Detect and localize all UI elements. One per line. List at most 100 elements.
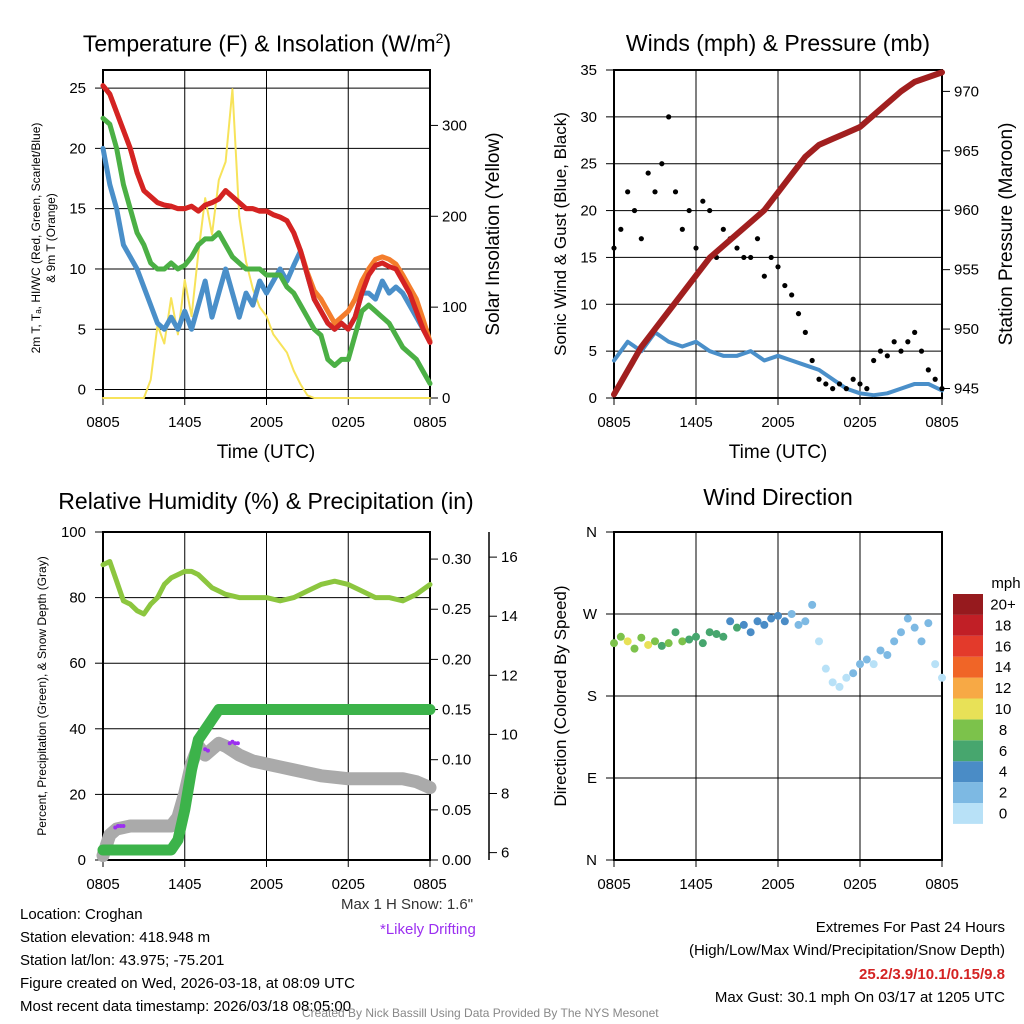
series-line-precipitation [97,704,436,856]
y-tick-label: E [587,770,597,787]
gust-point [925,367,931,373]
gust-point [864,386,870,392]
gust-point [891,339,897,345]
direction-point [719,632,728,641]
gust-point [830,386,836,392]
y-tick-label: 80 [69,590,86,607]
y-tick-label: 35 [580,62,597,79]
wind-direction-panel-title: Wind Direction [703,484,853,510]
y-tick-label: 15 [580,249,597,266]
x-axis-title: Time (UTC) [217,442,316,463]
x-tick-label: 0805 [86,414,119,431]
direction-point [835,682,844,691]
direction-point [767,614,776,623]
direction-point [753,617,762,626]
gust-point [666,114,672,120]
y-tick-label-right: 950 [954,321,979,338]
series-line-relative-humidity [100,559,433,617]
y-axis-title: Sonic Wind & Gust (Blue, Black) [551,112,570,356]
extremes-subtitle: (High/Low/Max Wind/Precipitation/Snow De… [689,942,1005,959]
direction-point [787,610,796,618]
humidity-panel-title: Relative Humidity (%) & Precipitation (i… [58,488,474,514]
direction-point [869,660,878,669]
gust-point [748,254,754,261]
y-axis-title-line2: & 9m T (Orange) [44,193,58,283]
drifting-marker [235,741,240,746]
gust-point [652,189,658,195]
y-tick-label: 20 [69,140,86,157]
gust-point [618,226,624,232]
x-tick-label: 0805 [597,414,630,431]
y-tick-label: S [587,688,597,705]
x-tick-label: 0805 [925,876,958,893]
gust-point [625,189,631,195]
colorbar-swatch [953,594,983,615]
colorbar-swatch [953,677,983,699]
direction-point [692,632,700,641]
direction-point [712,630,721,639]
gust-point [912,329,918,335]
gust-point [768,254,774,261]
gust-point [693,245,699,251]
x-tick-label: 0805 [597,876,630,893]
direction-point [849,669,858,678]
created-text: Figure created on Wed, 2026-03-18, at 08… [20,975,355,992]
y-tick-label-right: 0.20 [442,651,471,668]
y-tick-label-right: 960 [954,202,979,219]
direction-point [903,614,912,623]
x-tick-label: 1405 [679,876,712,893]
x-tick-label: 0205 [332,876,365,893]
y-tick-label: 5 [78,321,86,338]
gust-point [877,348,884,354]
colorbar-swatch [953,803,983,824]
drifting-marker [205,748,210,753]
y-tick-label: 10 [580,296,597,313]
y-tick-label-right: 955 [954,262,979,279]
direction-point [897,628,905,637]
gust-point [884,353,890,359]
direction-point [774,611,782,620]
x-tick-label: 0205 [843,876,876,893]
x-tick-label: 1405 [168,876,201,893]
direction-point [876,646,885,655]
series-line-sonic-wind [612,330,944,398]
winds-panel-title: Winds (mph) & Pressure (mb) [625,30,931,56]
x-tick-label: 2005 [250,876,283,893]
direction-point [671,628,680,637]
y-tick-label: W [583,606,598,623]
y-tick-label-right: 200 [442,208,467,225]
direction-point [637,633,646,642]
gust-point [659,161,665,167]
y-tick-label: 30 [580,109,597,126]
gust-point [782,282,788,289]
y-tick-label: 15 [69,201,86,218]
y-tick-label-right: 970 [954,83,979,100]
direction-point [794,620,803,629]
y-tick-label: 60 [69,655,86,672]
y-tick-label: 25 [69,80,86,97]
direction-point [856,660,864,669]
gust-point [789,292,795,298]
colorbar-label: 8 [999,722,1007,739]
x-tick-label: 0805 [86,876,119,893]
credit-text: Created By Nick Bassill Using Data Provi… [302,1006,659,1020]
y-tick-label-right: 0.15 [442,702,471,719]
max-gust-text: Max Gust: 30.1 mph On 03/17 at 1205 UTC [714,989,1005,1006]
gust-point [809,357,815,364]
y-tick-label: 20 [69,786,86,803]
direction-point [924,619,933,628]
gust-point [700,198,706,204]
direction-point [815,637,823,646]
gust-point [707,207,713,214]
y-tick-label-right: 0.10 [442,752,471,769]
colorbar-swatch [953,719,983,741]
gust-point [679,226,685,232]
series-line-dewpoint [100,115,433,387]
title-superscript: 2 [435,30,444,46]
series-line-2m-t [100,83,433,346]
colorbar-swatch [953,761,983,783]
direction-point [685,635,694,644]
colorbar-swatch [953,782,983,803]
direction-point [931,660,940,669]
x-tick-label: 0805 [413,414,446,431]
